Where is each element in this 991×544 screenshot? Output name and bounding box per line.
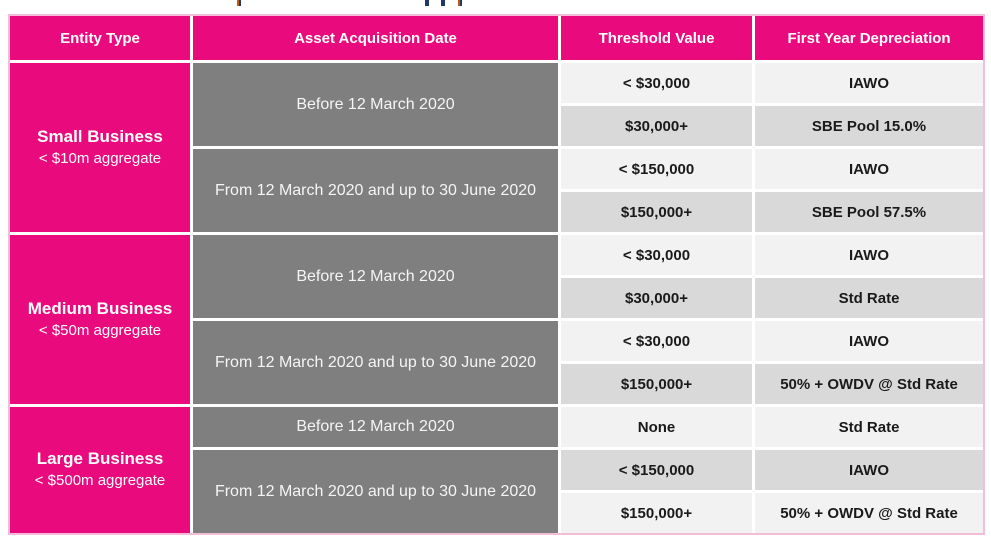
date-cell-0-1: From 12 March 2020 and up to 30 June 202… bbox=[193, 149, 558, 232]
column-header-threshold-value: Threshold Value bbox=[561, 16, 752, 60]
depreciation-cell: SBE Pool 15.0% bbox=[755, 106, 983, 146]
depreciation-cell: IAWO bbox=[755, 450, 983, 490]
date-label: Before 12 March 2020 bbox=[296, 418, 455, 435]
depreciation-value: IAWO bbox=[849, 74, 889, 92]
depreciation-cell: Std Rate bbox=[755, 278, 983, 318]
depreciation-value: SBE Pool 15.0% bbox=[811, 117, 927, 135]
threshold-value: < $30,000 bbox=[622, 332, 691, 350]
threshold-cell: < $30,000 bbox=[561, 63, 752, 103]
entity-name: Medium Business bbox=[27, 298, 173, 318]
threshold-cell: None bbox=[561, 407, 752, 447]
threshold-value: < $150,000 bbox=[618, 461, 695, 479]
depreciation-cell: Std Rate bbox=[755, 407, 983, 447]
date-cell-0-0: Before 12 March 2020 bbox=[193, 63, 558, 146]
depreciation-cell: 50% + OWDV @ Std Rate bbox=[755, 493, 983, 533]
entity-subtitle: < $10m aggregate bbox=[38, 149, 162, 167]
threshold-cell: < $30,000 bbox=[561, 321, 752, 361]
threshold-cell: < $30,000 bbox=[561, 235, 752, 275]
depreciation-value: SBE Pool 57.5% bbox=[811, 203, 927, 221]
threshold-value: < $30,000 bbox=[622, 74, 691, 92]
depreciation-value: IAWO bbox=[849, 332, 889, 350]
depreciation-value: IAWO bbox=[849, 246, 889, 264]
threshold-cell: $30,000+ bbox=[561, 278, 752, 318]
date-label: Before 12 March 2020 bbox=[296, 267, 455, 285]
column-header-entity-type: Entity Type bbox=[10, 16, 190, 60]
entity-cell-2: Large Business < $500m aggregate bbox=[10, 407, 190, 533]
column-header-first-year-depreciation: First Year Depreciation bbox=[755, 16, 983, 60]
cropped-text-descender bbox=[237, 0, 241, 6]
depreciation-cell: 50% + OWDV @ Std Rate bbox=[755, 364, 983, 404]
depreciation-value: Std Rate bbox=[838, 289, 900, 307]
threshold-value: $150,000+ bbox=[620, 375, 693, 393]
entity-name: Large Business bbox=[36, 449, 164, 469]
date-cell-2-1: From 12 March 2020 and up to 30 June 202… bbox=[193, 450, 558, 533]
cropped-text-descender bbox=[458, 0, 462, 6]
date-label: From 12 March 2020 and up to 30 June 202… bbox=[214, 353, 537, 371]
depreciation-cell: SBE Pool 57.5% bbox=[755, 192, 983, 232]
date-cell-1-0: Before 12 March 2020 bbox=[193, 235, 558, 318]
depreciation-value: Std Rate bbox=[838, 418, 900, 436]
threshold-cell: $30,000+ bbox=[561, 106, 752, 146]
date-label: From 12 March 2020 and up to 30 June 202… bbox=[214, 181, 537, 199]
depreciation-cell: IAWO bbox=[755, 149, 983, 189]
table-grid: Entity Type Asset Acquisition Date Thres… bbox=[10, 16, 983, 533]
threshold-value: $30,000+ bbox=[625, 289, 688, 307]
depreciation-value: 50% + OWDV @ Std Rate bbox=[780, 375, 958, 393]
threshold-value: $150,000+ bbox=[620, 203, 693, 221]
cropped-text-descender bbox=[441, 0, 445, 6]
threshold-value: $150,000+ bbox=[620, 504, 693, 522]
depreciation-cell: IAWO bbox=[755, 63, 983, 103]
threshold-cell: $150,000+ bbox=[561, 364, 752, 404]
threshold-value: < $150,000 bbox=[618, 160, 695, 178]
depreciation-rules-table: Entity Type Asset Acquisition Date Thres… bbox=[8, 14, 985, 535]
depreciation-cell: IAWO bbox=[755, 235, 983, 275]
threshold-cell: $150,000+ bbox=[561, 192, 752, 232]
depreciation-value: IAWO bbox=[849, 160, 889, 178]
date-cell-2-0: Before 12 March 2020 bbox=[193, 407, 558, 447]
column-header-asset-acquisition-date: Asset Acquisition Date bbox=[193, 16, 558, 60]
threshold-value: < $30,000 bbox=[622, 246, 691, 264]
threshold-cell: < $150,000 bbox=[561, 450, 752, 490]
depreciation-value: IAWO bbox=[849, 461, 889, 479]
cropped-text-descender bbox=[425, 0, 429, 6]
entity-subtitle: < $500m aggregate bbox=[34, 472, 166, 490]
threshold-value: $30,000+ bbox=[625, 117, 688, 135]
date-label: From 12 March 2020 and up to 30 June 202… bbox=[214, 482, 537, 500]
date-label: Before 12 March 2020 bbox=[296, 95, 455, 113]
threshold-value: None bbox=[637, 418, 676, 436]
depreciation-value: 50% + OWDV @ Std Rate bbox=[780, 504, 958, 522]
threshold-cell: $150,000+ bbox=[561, 493, 752, 533]
entity-subtitle: < $50m aggregate bbox=[38, 321, 162, 339]
threshold-cell: < $150,000 bbox=[561, 149, 752, 189]
entity-cell-0: Small Business < $10m aggregate bbox=[10, 63, 190, 232]
depreciation-cell: IAWO bbox=[755, 321, 983, 361]
entity-name: Small Business bbox=[37, 126, 163, 146]
date-cell-1-1: From 12 March 2020 and up to 30 June 202… bbox=[193, 321, 558, 404]
entity-cell-1: Medium Business < $50m aggregate bbox=[10, 235, 190, 404]
